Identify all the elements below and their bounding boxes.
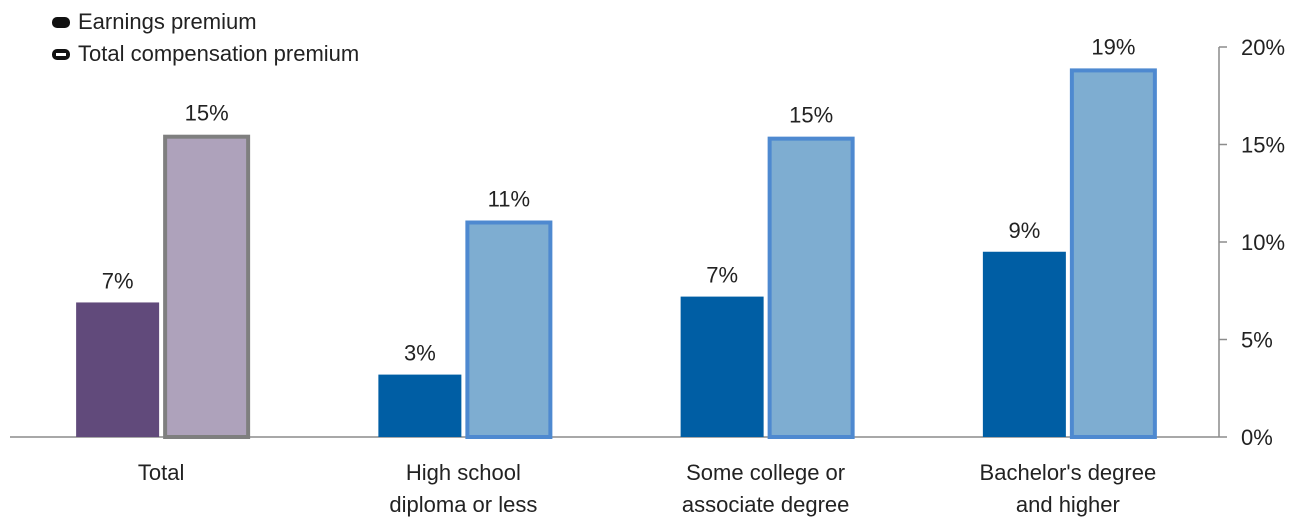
legend-item-earnings: Earnings premium xyxy=(52,6,359,38)
earnings-bar xyxy=(378,374,462,437)
y-tick-label: 15% xyxy=(1241,133,1285,158)
legend-item-compensation: Total compensation premium xyxy=(52,38,359,70)
x-category-label: Bachelor's degree and higher xyxy=(980,460,1157,517)
compensation-bar xyxy=(767,136,855,439)
compensation-data-label: 15% xyxy=(185,101,229,126)
x-category-label-line: Bachelor's degree xyxy=(980,460,1157,485)
legend-swatch-compensation-icon xyxy=(52,48,70,60)
x-category-label: Total xyxy=(138,460,184,485)
compensation-bar xyxy=(465,220,553,439)
x-category-label: Some college or associate degree xyxy=(682,460,850,517)
y-tick-label: 5% xyxy=(1241,328,1273,353)
legend: Earnings premium Total compensation prem… xyxy=(52,6,359,70)
legend-label-earnings: Earnings premium xyxy=(78,9,257,34)
legend-label-compensation: Total compensation premium xyxy=(78,41,360,66)
earnings-bar xyxy=(76,302,160,437)
earnings-data-label: 7% xyxy=(706,263,738,288)
x-category-label: High school diploma or less xyxy=(389,460,537,517)
x-category-label-line: Some college or xyxy=(686,460,845,485)
compensation-bar xyxy=(1069,68,1157,440)
earnings-data-label: 7% xyxy=(102,268,134,293)
y-tick-label: 10% xyxy=(1241,230,1285,255)
compensation-data-label: 15% xyxy=(789,103,833,128)
y-tick-label: 0% xyxy=(1241,425,1273,450)
compensation-data-label: 19% xyxy=(1091,34,1135,59)
legend-swatch-earnings-icon xyxy=(52,16,70,28)
earnings-bar xyxy=(680,296,764,437)
x-category-label-line: diploma or less xyxy=(389,492,537,517)
earnings-data-label: 3% xyxy=(404,341,436,366)
x-category-label-line: Total xyxy=(138,460,184,485)
earnings-bar xyxy=(982,251,1066,437)
compensation-data-label: 11% xyxy=(488,187,530,212)
x-category-label-line: High school xyxy=(406,460,521,485)
compensation-bar xyxy=(163,134,251,439)
x-category-label-line: and higher xyxy=(1016,492,1120,517)
x-category-label-line: associate degree xyxy=(682,492,850,517)
y-tick-label: 20% xyxy=(1241,35,1285,60)
earnings-data-label: 9% xyxy=(1008,218,1040,243)
